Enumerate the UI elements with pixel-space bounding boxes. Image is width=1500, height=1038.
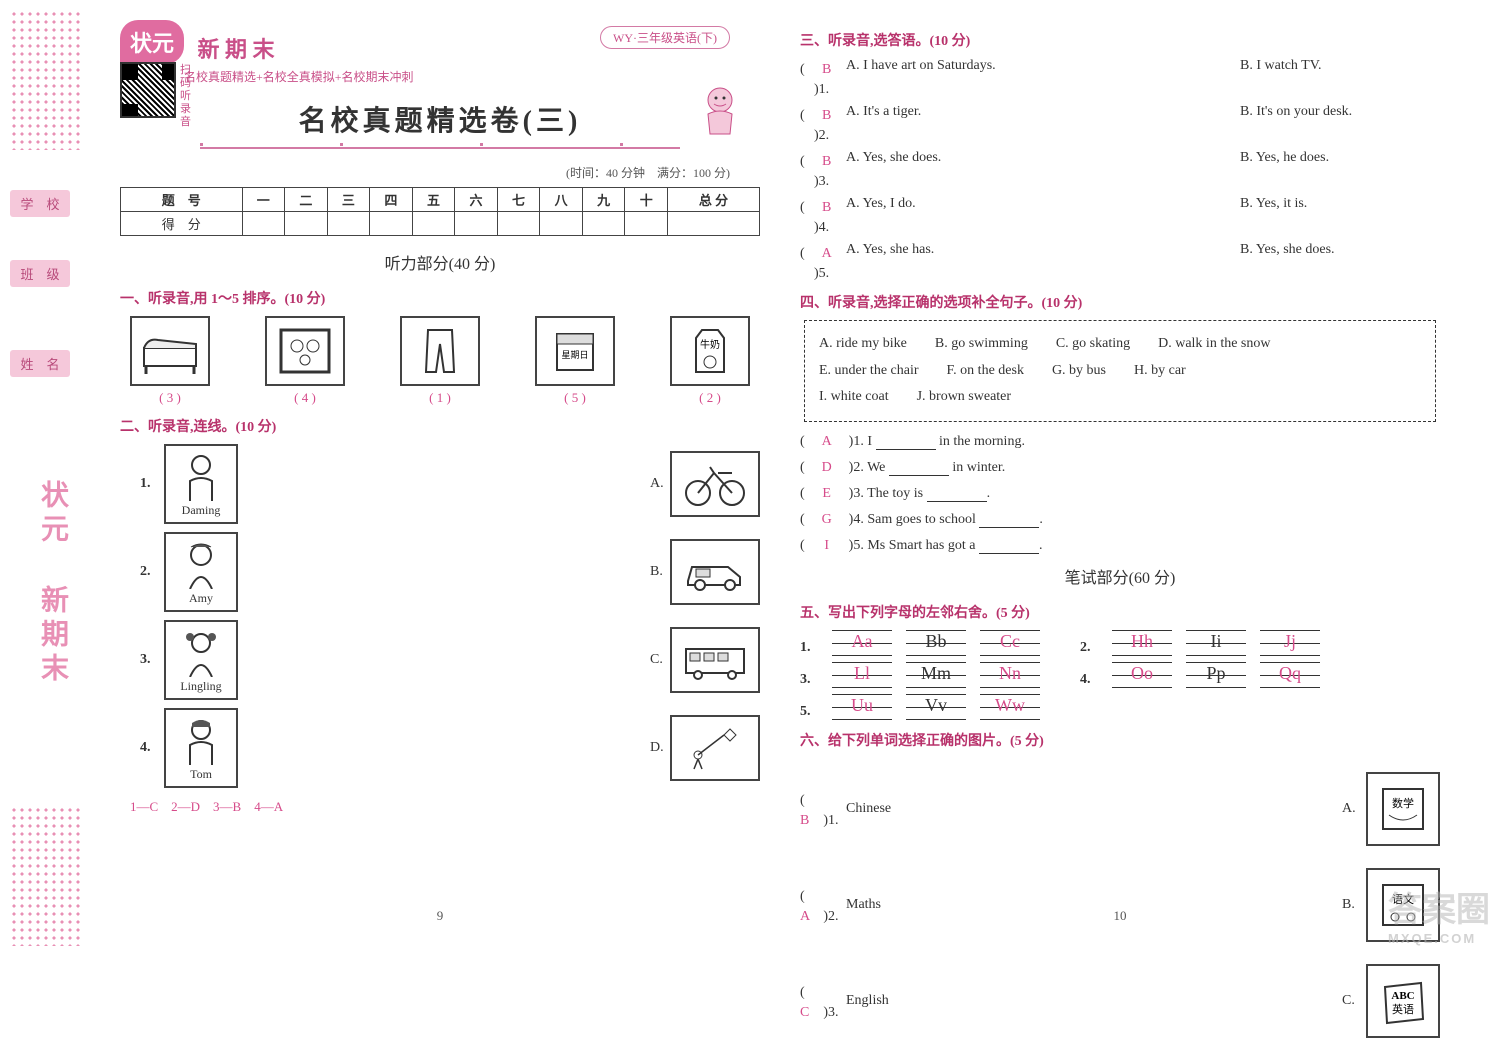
svg-text:星期日: 星期日 <box>561 350 588 360</box>
listening-title: 听力部分(40 分) <box>120 250 760 274</box>
q1-head: 一、听录音,用 1～5 排序。(10 分) <box>120 288 760 308</box>
watermark: 答案圈 MXQE.COM <box>1388 882 1490 946</box>
q1-img-trousers <box>400 316 480 386</box>
q1-img-calendar: 星期日 <box>535 316 615 386</box>
q3-head: 三、听录音,选答语。(10 分) <box>800 30 1440 50</box>
page-num-right: 10 <box>1114 908 1127 924</box>
q2-right-car <box>670 539 760 605</box>
q6-pic-maths: 数学 <box>1366 772 1440 846</box>
edition-pill: WY·三年级英语(下) <box>600 26 730 49</box>
score-table: 题 号 一 二 三 四 五 六 七 八 九 十 总 分 得 分 <box>120 187 760 236</box>
q3-block: ( B )1.A. I have art on Saturdays.B. I w… <box>800 58 1440 282</box>
q2-left-lingling: Lingling <box>164 620 238 700</box>
left-decoration-strip: 学 校 班 级 姓 名 状元 新期末 <box>0 0 90 956</box>
q1-img-family <box>265 316 345 386</box>
brand-logo: 状元 <box>120 20 184 64</box>
score-head-label: 题 号 <box>121 188 243 212</box>
side-label-class: 班 级 <box>10 260 70 287</box>
subtitle: 名校真题精选+名校全真模拟+名校期末冲刺 <box>184 68 760 85</box>
title-underline <box>200 143 680 149</box>
q6-head: 六、给下列单词选择正确的图片。(5 分) <box>800 730 1440 750</box>
qr-code <box>120 62 176 118</box>
written-title: 笔试部分(60 分) <box>800 564 1440 588</box>
score-row-label: 得 分 <box>121 212 243 236</box>
q1-img-bed <box>130 316 210 386</box>
q5-head: 五、写出下列字母的左邻右舍。(5 分) <box>800 602 1440 622</box>
main-title: 名校真题精选卷(三) <box>120 99 760 139</box>
q2-block: 1. Daming A. 2. Amy B. 3. Lingling C. 4.… <box>120 444 760 788</box>
q2-answers: 1—C 2—D 3—B 4—A <box>130 796 760 815</box>
time-info: (时间：40 分钟 满分：100 分) <box>120 164 730 181</box>
q4-options-box: A. ride my bike B. go swimming C. go ska… <box>804 320 1436 422</box>
q2-left-daming: Daming <box>164 444 238 524</box>
svg-text:牛奶: 牛奶 <box>700 338 720 351</box>
q2-right-bus <box>670 627 760 693</box>
svg-text:数学: 数学 <box>1392 796 1414 810</box>
mascot-icon <box>690 80 750 140</box>
svg-text:ABC: ABC <box>1391 990 1414 1002</box>
q4-head: 四、听录音,选择正确的选项补全句子。(10 分) <box>800 292 1440 312</box>
side-label-school: 学 校 <box>10 190 70 217</box>
qr-label: 扫码听录音 <box>180 64 194 129</box>
q2-left-amy: Amy <box>164 532 238 612</box>
q2-left-tom: Tom <box>164 708 238 788</box>
q1-img-milk: 牛奶 <box>670 316 750 386</box>
page-num-left: 9 <box>437 908 444 924</box>
page-right: 三、听录音,选答语。(10 分) ( B )1.A. I have art on… <box>800 20 1440 920</box>
side-label-name: 姓 名 <box>10 350 70 377</box>
q2-right-bike <box>670 451 760 517</box>
q1-row: ( 3 ) ( 4 ) ( 1 ) 星期日( 5 ) 牛奶( 2 ) <box>120 316 760 406</box>
q6-block: ( B )1. Chinese A. 数学 ( A )2. Maths B. 语… <box>800 772 1440 1038</box>
q6-pic-english: ABC英语 <box>1366 964 1440 1038</box>
vertical-brand: 状元 新期末 <box>12 480 72 687</box>
q5-grid: 1.AaBbCc 2.HhIiJj 3.LlMmNn 4.OoPpQq 5.Uu… <box>800 630 1440 720</box>
q2-right-kite <box>670 715 760 781</box>
svg-text:英语: 英语 <box>1392 1002 1414 1016</box>
dots-pattern-top <box>10 10 80 150</box>
brand-title: 新 期 末 <box>198 32 275 64</box>
q4-block: ( A )1. I in the morning. ( D )2. We in … <box>800 430 1440 554</box>
header: 状元 新 期 末 WY·三年级英语(下) 名校真题精选+名校全真模拟+名校期末冲… <box>120 20 760 160</box>
page-left: 状元 新 期 末 WY·三年级英语(下) 名校真题精选+名校全真模拟+名校期末冲… <box>120 20 760 920</box>
q2-head: 二、听录音,连线。(10 分) <box>120 416 760 436</box>
dots-pattern-bottom <box>10 806 80 946</box>
